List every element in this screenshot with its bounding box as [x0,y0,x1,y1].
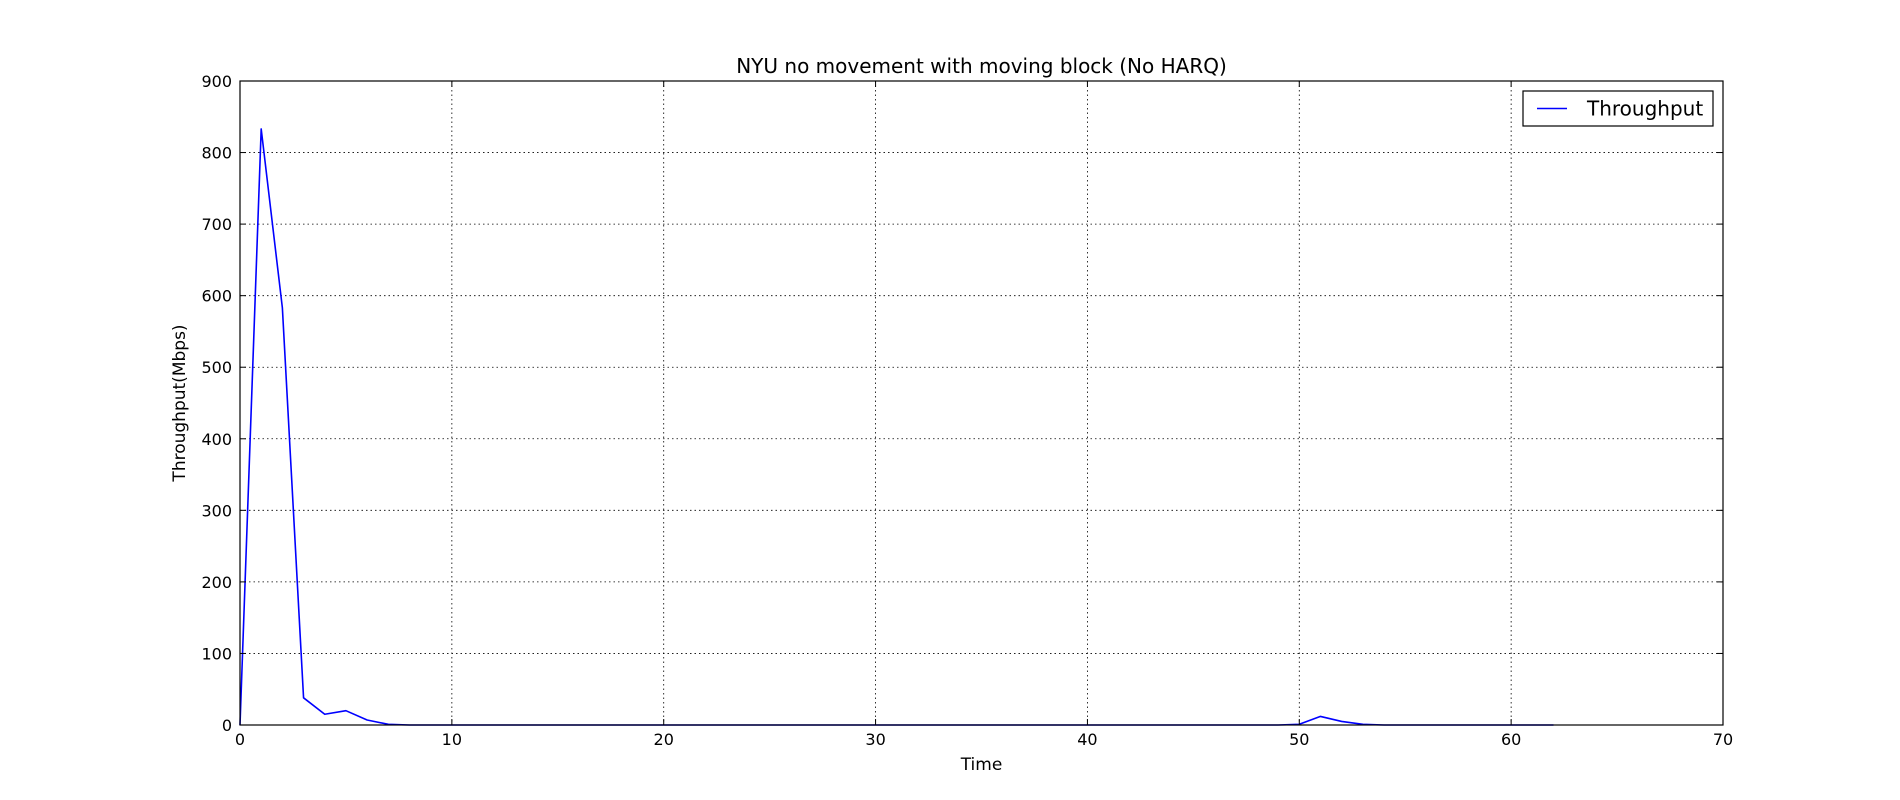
x-axis-label: Time [960,755,1003,775]
y-tick-label: 600 [201,287,232,306]
x-tick-label: 60 [1501,730,1521,749]
y-tick-label: 500 [201,358,232,377]
x-tick-label: 20 [654,730,674,749]
x-tick-label: 70 [1713,730,1733,749]
legend-label-throughput: Throughput [1586,97,1703,121]
y-tick-label: 800 [201,144,232,163]
y-axis-label: Throughput(Mbps) [170,324,190,482]
y-tick-label: 700 [201,215,232,234]
x-tick-label: 30 [865,730,885,749]
axis-ticks: 0 10 20 30 40 50 60 700100200300400500600700800… [201,72,1733,749]
x-tick-label: 50 [1289,730,1309,749]
chart-title: NYU no movement with moving block (No HA… [736,54,1227,78]
y-tick-label: 300 [201,501,232,520]
x-tick-label: 40 [1077,730,1097,749]
plot-frame [239,80,1724,726]
x-tick-label: 0 [235,730,245,749]
y-tick-label: 400 [201,430,232,449]
y-tick-label: 200 [201,573,232,592]
x-tick-label: 10 [442,730,462,749]
y-tick-label: 100 [201,644,232,663]
y-tick-label: 0 [222,716,232,735]
grid-lines [240,81,1723,725]
y-tick-label: 900 [201,72,232,91]
legend: Throughput [1522,90,1714,127]
